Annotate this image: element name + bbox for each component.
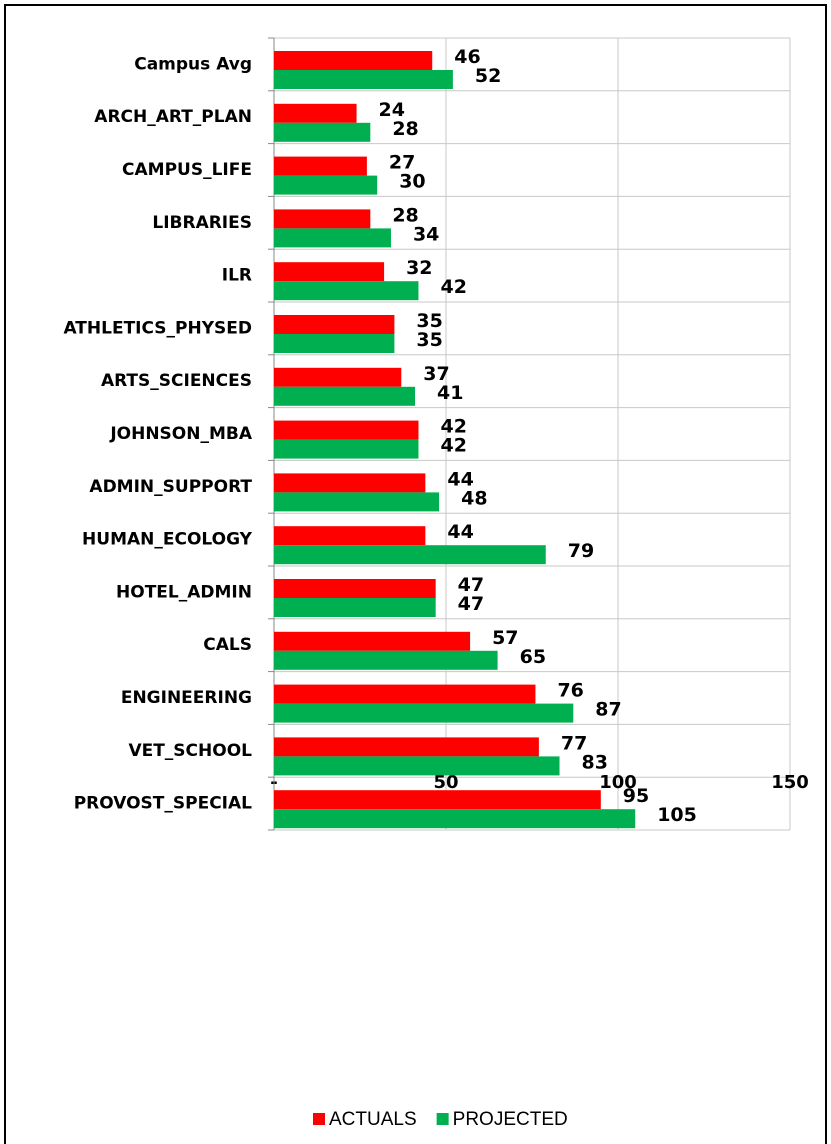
bar	[274, 175, 378, 195]
category-label: ARTS_SCIENCES	[101, 371, 252, 391]
data-label: 57	[492, 627, 518, 649]
bar	[274, 209, 371, 229]
x-tick-label: 50	[433, 772, 458, 793]
x-tick-label: 100	[599, 772, 637, 793]
category-label: ARCH_ART_PLAN	[94, 107, 252, 127]
data-label: 44	[447, 521, 473, 543]
bar	[274, 790, 601, 810]
bar	[274, 579, 436, 598]
bar	[274, 439, 419, 459]
category-label: CAMPUS_LIFE	[122, 160, 252, 180]
bar	[274, 756, 560, 776]
data-label: 95	[623, 785, 649, 807]
bar	[274, 103, 357, 123]
bar	[274, 703, 574, 723]
data-label: 48	[461, 487, 487, 509]
category-label: ILR	[222, 266, 252, 286]
bar	[274, 156, 367, 176]
data-label: 44	[447, 468, 473, 490]
category-label: JOHNSON_MBA	[109, 424, 253, 444]
category-label: HOTEL_ADMIN	[116, 582, 252, 602]
data-label: 32	[406, 257, 432, 279]
data-label: 42	[440, 435, 466, 457]
frame	[4, 4, 827, 1144]
bar	[274, 51, 433, 70]
bar	[274, 334, 395, 353]
data-label: 28	[392, 204, 418, 226]
category-label: LIBRARIES	[152, 213, 252, 233]
category-label: PROVOST_SPECIAL	[74, 794, 252, 814]
category-label: ATHLETICS_PHYSED	[63, 318, 252, 338]
bar	[274, 122, 371, 142]
data-label: 34	[413, 223, 439, 245]
data-label: 52	[475, 65, 501, 87]
x-tick-label: 150	[771, 772, 809, 793]
bar	[274, 228, 391, 248]
bar	[274, 684, 536, 704]
bar	[274, 737, 539, 757]
data-label: 30	[399, 171, 425, 193]
category-label: VET_SCHOOL	[128, 741, 252, 761]
legend-label: PROJECTED	[453, 1109, 568, 1130]
data-label: 28	[392, 118, 418, 140]
data-label: 41	[437, 382, 463, 404]
data-label: 27	[389, 152, 415, 174]
bar	[274, 650, 498, 670]
bar	[274, 545, 546, 565]
category-label: ENGINEERING	[121, 688, 252, 708]
data-label: 79	[568, 540, 594, 562]
bar	[274, 420, 419, 440]
bar	[274, 386, 416, 406]
data-label: 46	[454, 46, 480, 68]
category-label: Campus Avg	[134, 54, 252, 74]
bar	[274, 598, 436, 617]
data-label: 105	[657, 804, 697, 826]
bar	[274, 315, 395, 334]
data-label: 35	[416, 310, 442, 332]
data-label: 24	[379, 99, 405, 121]
data-label: 83	[582, 751, 608, 773]
bar	[274, 367, 402, 387]
bar	[274, 526, 426, 546]
bar	[274, 631, 471, 651]
data-label: 35	[416, 329, 442, 351]
bar	[274, 473, 426, 493]
legend-label: ACTUALS	[329, 1109, 417, 1130]
data-label: 47	[458, 574, 484, 596]
category-label: HUMAN_ECOLOGY	[82, 530, 253, 550]
category-label: CALS	[203, 635, 252, 655]
data-label: 42	[440, 416, 466, 438]
category-label: ADMIN_SUPPORT	[89, 477, 252, 497]
data-label: 87	[595, 699, 621, 721]
bar	[274, 492, 440, 512]
bar	[274, 262, 385, 282]
legend-swatch	[313, 1113, 325, 1125]
data-label: 77	[561, 732, 587, 754]
legend-swatch	[436, 1113, 449, 1125]
data-label: 76	[557, 680, 583, 702]
data-label: 47	[458, 593, 484, 615]
data-label: 37	[423, 363, 449, 385]
bar	[274, 809, 636, 829]
bar	[274, 281, 419, 301]
data-label: 65	[520, 646, 546, 668]
data-label: 42	[440, 276, 466, 298]
bar	[274, 70, 453, 89]
